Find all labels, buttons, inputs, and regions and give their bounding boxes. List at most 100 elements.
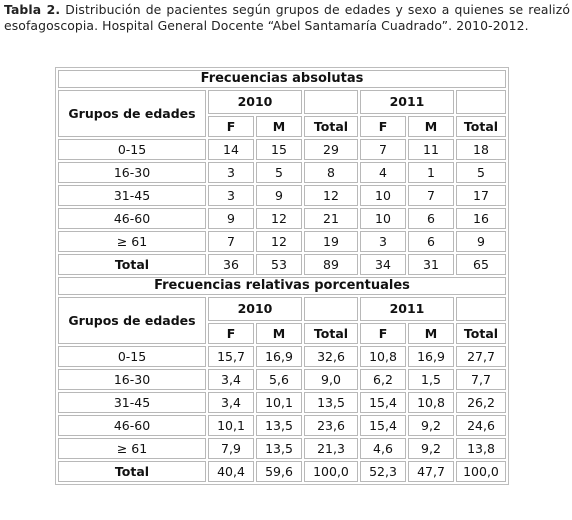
empty-header-cell xyxy=(304,90,358,114)
table-cell: 27,7 xyxy=(456,346,506,367)
table-row: 0-15 15,7 16,9 32,6 10,8 16,9 27,7 xyxy=(58,346,506,367)
table-cell: 13,5 xyxy=(304,392,358,413)
age-group-header: Grupos de edades xyxy=(58,90,206,137)
table-cell: 6,2 xyxy=(360,369,406,390)
table-cell: 3 xyxy=(208,162,254,183)
table-cell: 5 xyxy=(256,162,302,183)
table-cell: 100,0 xyxy=(304,461,358,482)
age-group-label: Total xyxy=(58,254,206,275)
total-row: Total 40,4 59,6 100,0 52,3 47,7 100,0 xyxy=(58,461,506,482)
column-header: Total xyxy=(304,323,358,344)
section-title-row: Frecuencias relativas porcentuales xyxy=(58,277,506,295)
table-cell: 1,5 xyxy=(408,369,454,390)
table-row: ≥ 61 7 12 19 3 6 9 xyxy=(58,231,506,252)
table-cell: 7,7 xyxy=(456,369,506,390)
age-group-label: ≥ 61 xyxy=(58,231,206,252)
year-header-row: Grupos de edades 2010 2011 xyxy=(58,297,506,344)
table-row: 16-30 3 5 8 4 1 5 xyxy=(58,162,506,183)
table-caption: Tabla 2. Distribución de pacientes según… xyxy=(4,2,570,34)
table-cell: 16,9 xyxy=(408,346,454,367)
caption-text: Distribución de pacientes según grupos d… xyxy=(4,2,570,33)
table-cell: 4 xyxy=(360,162,406,183)
table-row: 16-30 3,4 5,6 9,0 6,2 1,5 7,7 xyxy=(58,369,506,390)
caption-label: Tabla 2. xyxy=(4,2,61,17)
year-header: 2010 xyxy=(208,90,302,114)
table-cell: 4,6 xyxy=(360,438,406,459)
section-title-row: Frecuencias absolutas xyxy=(58,70,506,88)
table-row: 31-45 3,4 10,1 13,5 15,4 10,8 26,2 xyxy=(58,392,506,413)
table-cell: 6 xyxy=(408,208,454,229)
age-group-label: 31-45 xyxy=(58,185,206,206)
table-cell: 26,2 xyxy=(456,392,506,413)
age-group-label: 0-15 xyxy=(58,139,206,160)
table-cell: 9,0 xyxy=(304,369,358,390)
table-cell: 40,4 xyxy=(208,461,254,482)
table-cell: 7 xyxy=(208,231,254,252)
table-cell: 21,3 xyxy=(304,438,358,459)
table-cell: 17 xyxy=(456,185,506,206)
table-cell: 1 xyxy=(408,162,454,183)
table-cell: 53 xyxy=(256,254,302,275)
table-cell: 7 xyxy=(360,139,406,160)
table-cell: 10,8 xyxy=(360,346,406,367)
table-row: ≥ 61 7,9 13,5 21,3 4,6 9,2 13,8 xyxy=(58,438,506,459)
table-cell: 24,6 xyxy=(456,415,506,436)
table-cell: 9,2 xyxy=(408,438,454,459)
table-row: 0-15 14 15 29 7 11 18 xyxy=(58,139,506,160)
table-cell: 3,4 xyxy=(208,369,254,390)
table-cell: 10,1 xyxy=(208,415,254,436)
age-group-label: 46-60 xyxy=(58,415,206,436)
section-title: Frecuencias relativas porcentuales xyxy=(58,277,506,295)
table-cell: 9 xyxy=(256,185,302,206)
age-group-label: 0-15 xyxy=(58,346,206,367)
table-cell: 23,6 xyxy=(304,415,358,436)
table-cell: 8 xyxy=(304,162,358,183)
table-cell: 31 xyxy=(408,254,454,275)
table-cell: 15,7 xyxy=(208,346,254,367)
table-cell: 9,2 xyxy=(408,415,454,436)
table-cell: 9 xyxy=(208,208,254,229)
table-cell: 34 xyxy=(360,254,406,275)
column-header: F xyxy=(208,116,254,137)
table-cell: 12 xyxy=(256,208,302,229)
total-row: Total 36 53 89 34 31 65 xyxy=(58,254,506,275)
table-cell: 15,4 xyxy=(360,392,406,413)
table-cell: 29 xyxy=(304,139,358,160)
table-cell: 15 xyxy=(256,139,302,160)
table-cell: 32,6 xyxy=(304,346,358,367)
year-header: 2010 xyxy=(208,297,302,321)
column-header: F xyxy=(360,116,406,137)
age-group-label: 16-30 xyxy=(58,162,206,183)
table-row: 46-60 10,1 13,5 23,6 15,4 9,2 24,6 xyxy=(58,415,506,436)
table-cell: 65 xyxy=(456,254,506,275)
table-cell: 16 xyxy=(456,208,506,229)
table-body: Frecuencias absolutas Grupos de edades 201… xyxy=(58,70,506,482)
table-cell: 12 xyxy=(304,185,358,206)
table-cell: 18 xyxy=(456,139,506,160)
data-table: Frecuencias absolutas Grupos de edades 201… xyxy=(55,67,509,485)
column-header: M xyxy=(408,116,454,137)
subheader-row: F M Total F M Total xyxy=(58,116,506,137)
table-cell: 10 xyxy=(360,185,406,206)
age-group-label: 46-60 xyxy=(58,208,206,229)
table-row: 31-45 3 9 12 10 7 17 xyxy=(58,185,506,206)
table-cell: 89 xyxy=(304,254,358,275)
table-cell: 3 xyxy=(360,231,406,252)
table-cell: 59,6 xyxy=(256,461,302,482)
year-header: 2011 xyxy=(360,297,454,321)
table-cell: 14 xyxy=(208,139,254,160)
column-header: M xyxy=(256,323,302,344)
column-header: Total xyxy=(456,116,506,137)
age-group-label: 31-45 xyxy=(58,392,206,413)
empty-header-cell xyxy=(456,90,506,114)
table-cell: 13,5 xyxy=(256,438,302,459)
column-header: M xyxy=(256,116,302,137)
table-cell: 9 xyxy=(456,231,506,252)
table-cell: 100,0 xyxy=(456,461,506,482)
table-cell: 12 xyxy=(256,231,302,252)
table-cell: 15,4 xyxy=(360,415,406,436)
year-header-row: Grupos de edades 2010 2011 xyxy=(58,90,506,137)
column-header: Total xyxy=(304,116,358,137)
subheader-row: F M Total F M Total xyxy=(58,323,506,344)
table-cell: 7,9 xyxy=(208,438,254,459)
